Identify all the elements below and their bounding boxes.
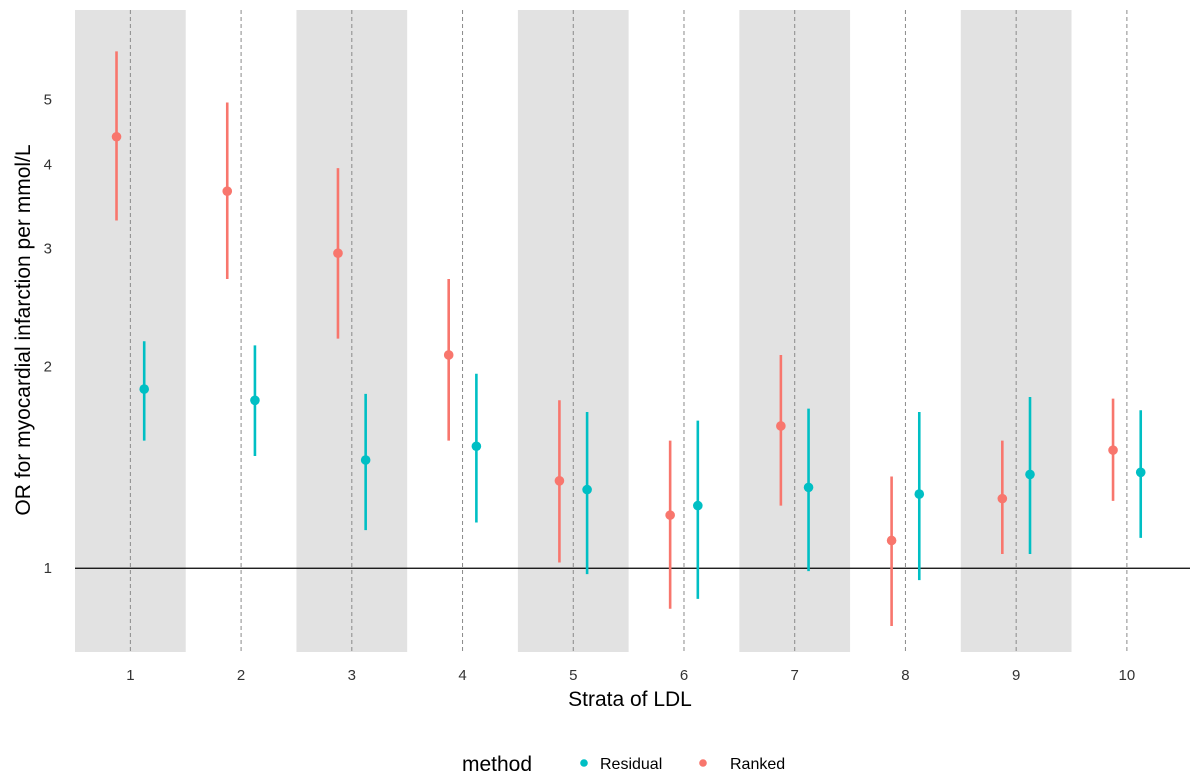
stratum-band-7 [739,10,851,652]
point-ranked-stratum-9 [997,493,1008,504]
y-tick-label-4: 4 [44,157,52,174]
point-residual-stratum-2 [250,395,260,406]
x-tick-label-10: 10 [1119,667,1136,684]
stratum-band-9 [960,10,1072,652]
stratum-band-1 [75,10,186,652]
point-ranked-stratum-3 [333,248,343,258]
point-ranked-stratum-1 [111,131,122,142]
y-tick-label-2: 2 [44,358,52,375]
point-ranked-stratum-10 [1108,445,1118,455]
strata-grid-lines [129,10,1128,652]
x-tick-label-6: 6 [680,667,688,684]
stratum-band-3 [296,10,408,652]
x-tick-labels: 1 2 3 4 5 6 7 8 9 10 [126,667,1135,684]
legend-title: method [462,753,532,774]
legend-key-ranked [699,759,707,767]
y-axis-title: OR for myocardial infarction per mmol/L [12,144,35,515]
point-estimates [111,131,1146,546]
x-axis-title: Strata of LDL [568,688,692,711]
point-ranked-stratum-6 [665,510,675,520]
point-residual-stratum-10 [1135,467,1146,478]
x-tick-label-1: 1 [126,667,134,684]
x-tick-label-2: 2 [237,667,245,684]
x-tick-label-4: 4 [458,667,466,684]
x-tick-label-3: 3 [348,667,356,684]
point-residual-stratum-6 [693,500,703,511]
point-ranked-stratum-5 [554,476,565,486]
y-tick-labels: 1 2 3 4 5 [44,92,52,578]
point-ranked-stratum-7 [776,421,786,431]
point-residual-stratum-7 [803,482,814,493]
y-tick-label-1: 1 [44,560,52,577]
legend-label-residual: Residual [600,756,662,773]
y-tick-label-5: 5 [44,92,52,109]
legend-label-ranked: Ranked [730,756,785,773]
legend-key-residual [580,759,588,767]
point-residual-stratum-9 [1025,469,1035,480]
strata-bands [75,10,1072,652]
x-tick-label-9: 9 [1012,667,1020,684]
point-residual-stratum-4 [471,441,482,452]
stratum-band-5 [517,10,629,652]
legend: method Residual Ranked [462,753,785,774]
point-residual-stratum-8 [914,489,925,499]
x-tick-label-5: 5 [569,667,577,684]
point-ranked-stratum-4 [443,350,454,360]
x-tick-label-7: 7 [791,667,799,684]
y-tick-label-3: 3 [44,240,52,257]
point-ranked-stratum-2 [222,186,233,196]
point-residual-stratum-3 [360,455,371,465]
point-ranked-stratum-8 [886,535,897,546]
point-residual-stratum-5 [582,484,592,495]
x-tick-label-8: 8 [901,667,909,684]
point-residual-stratum-1 [139,384,150,394]
